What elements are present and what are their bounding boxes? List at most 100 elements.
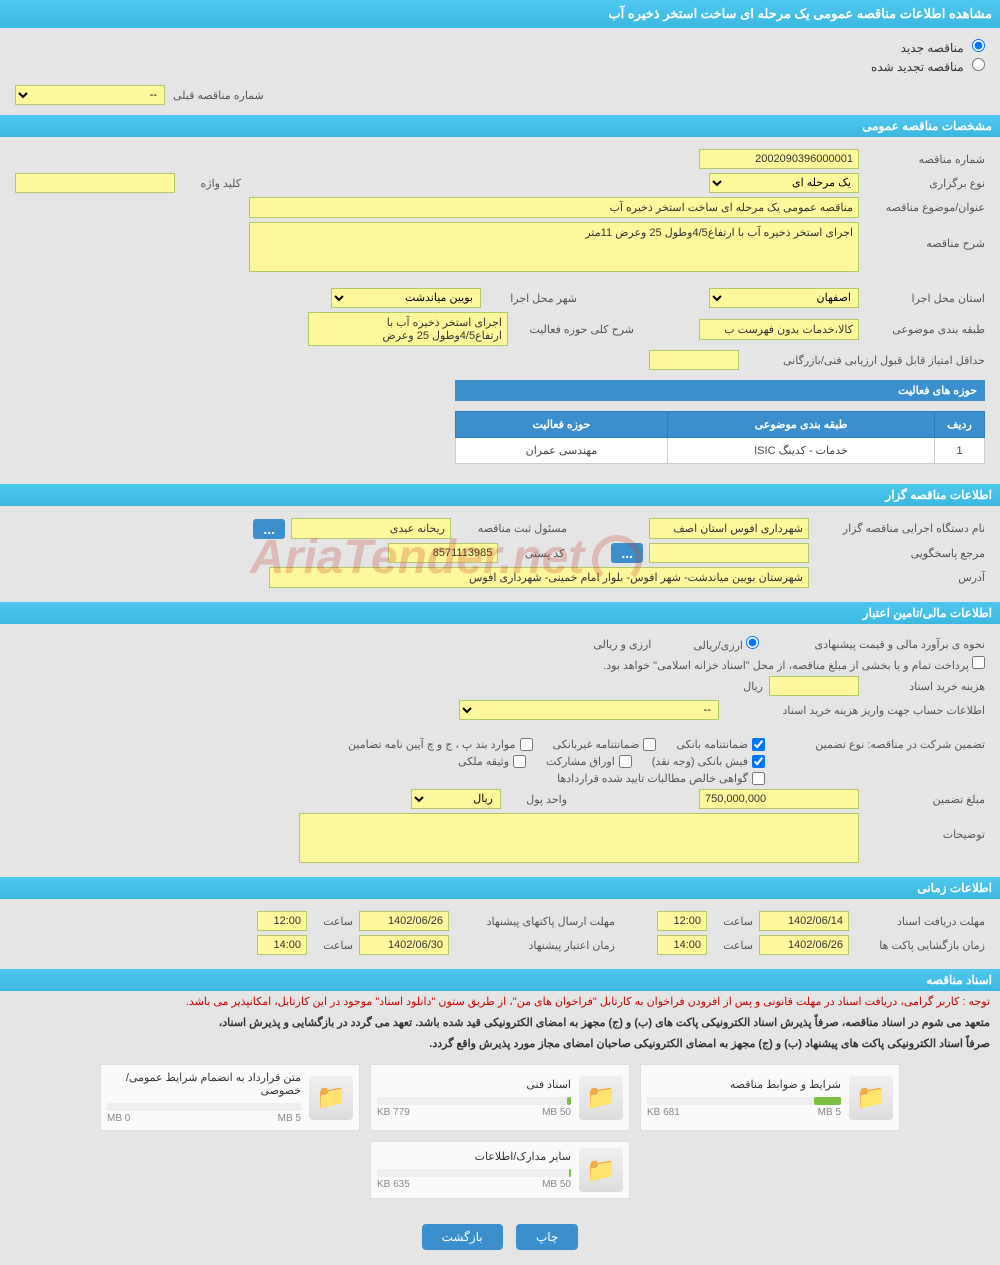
org-field: شهرداری افوس استان اصف (649, 518, 809, 539)
min-score-label: حداقل امتیاز قابل قبول ارزیابی فنی/بازرگ… (745, 354, 985, 367)
validity-time: 14:00 (257, 935, 307, 955)
page-title: مشاهده اطلاعات مناقصه عمومی یک مرحله ای … (0, 0, 1000, 28)
folder-icon: 📁 (579, 1076, 623, 1120)
chk-nonbank-guarantee[interactable]: ضمانتنامه غیربانکی (553, 738, 657, 751)
chk-bank-guarantee[interactable]: ضمانتنامه بانکی (676, 738, 765, 751)
responsible-label: مسئول ثبت مناقصه (457, 522, 567, 535)
open-time: 14:00 (657, 935, 707, 955)
open-date: 1402/06/26 (759, 935, 849, 955)
notes-field (299, 813, 859, 863)
fee-unit: ریال (743, 680, 763, 693)
chk-contracts[interactable]: گواهی خالص مطالبات تایید شده قراردادها (557, 772, 765, 785)
chk-property[interactable]: وثیقه ملکی (458, 755, 526, 768)
activity-desc-label: شرح کلی حوزه فعالیت (514, 323, 634, 336)
notes-label: توضیحات (865, 813, 985, 841)
section-organizer: اطلاعات مناقصه گزار (0, 484, 1000, 506)
validity-date: 1402/06/30 (359, 935, 449, 955)
subject-label: عنوان/موضوع مناقصه (865, 201, 985, 214)
subject-field: مناقصه عمومی یک مرحله ای ساخت استخر ذخیر… (249, 197, 859, 218)
submit-time: 12:00 (257, 911, 307, 931)
account-select[interactable]: -- (459, 700, 719, 720)
doc-max: 5 MB (278, 1113, 301, 1124)
type-select[interactable]: یک مرحله ای (709, 173, 859, 193)
documents-commitment1: متعهد می شوم در اسناد مناقصه، صرفاً پذیر… (0, 1012, 1000, 1033)
section-general: مشخصات مناقصه عمومی (0, 115, 1000, 137)
activity-table: ردیف طبقه بندی موضوعی حوزه فعالیت 1 خدما… (455, 411, 985, 464)
radio-renewed-tender[interactable]: مناقصه تجدید شده (15, 58, 985, 74)
prev-tender-select[interactable]: -- (15, 85, 165, 105)
type-label: نوع برگزاری (865, 177, 985, 190)
doc-used: 779 KB (377, 1107, 410, 1118)
city-label: شهر محل اجرا (487, 292, 577, 305)
postal-label: کد پستی (504, 547, 564, 560)
method-label: نحوه ی برآورد مالی و قیمت پیشنهادی (765, 638, 985, 651)
address-field: شهرستان بویین میاندشت- شهر افوس- بلوار ا… (269, 567, 809, 588)
chk-regulation-items[interactable]: موارد بند پ ، ج و چ آیین نامه تضامین (348, 738, 532, 751)
receive-label: مهلت دریافت اسناد (855, 915, 985, 928)
doc-title: متن قرارداد به انضمام شرایط عمومی/خصوصی (107, 1071, 301, 1097)
method-suffix: ارزی و ریالی (593, 638, 651, 651)
submit-label: مهلت ارسال پاکتهای پیشنهاد (455, 915, 615, 928)
doc-used: 681 KB (647, 1107, 680, 1118)
back-button[interactable]: بازگشت (422, 1224, 503, 1250)
keyword-label: کلید واژه (181, 177, 241, 190)
amount-field: 750,000,000 (699, 789, 859, 809)
unit-select[interactable]: ریال (411, 789, 501, 809)
folder-icon: 📁 (579, 1148, 623, 1192)
tender-no-label: شماره مناقصه (865, 153, 985, 166)
chk-bonds[interactable]: اوراق مشارکت (546, 755, 632, 768)
submit-date: 1402/06/26 (359, 911, 449, 931)
fee-field (769, 676, 859, 696)
open-label: زمان بازگشایی پاکت ها (855, 939, 985, 952)
table-row: 1 خدمات - کدینگ ISIC مهندسی عمران (456, 438, 985, 464)
address-label: آدرس (815, 571, 985, 584)
doc-max: 50 MB (542, 1107, 571, 1118)
province-label: استان محل اجرا (865, 292, 985, 305)
fee-label: هزینه خرید اسناد (865, 680, 985, 693)
section-timing: اطلاعات زمانی (0, 877, 1000, 899)
responsible-field: ریحانه عیدی (291, 518, 451, 539)
prev-tender-label: شماره مناقصه قبلی (173, 89, 264, 102)
folder-icon: 📁 (849, 1076, 893, 1120)
postal-field: 8571113985 (388, 543, 498, 563)
keyword-field[interactable] (15, 173, 175, 193)
activity-table-title: حوزه های فعالیت (455, 380, 985, 401)
receive-date: 1402/06/14 (759, 911, 849, 931)
amount-label: مبلغ تضمین (865, 793, 985, 806)
documents-commitment2: صرفاً اسناد الکترونیکی پاکت های پیشنهاد … (0, 1033, 1000, 1054)
city-select[interactable]: بویین میاندشت (331, 288, 481, 308)
ref-field (649, 543, 809, 563)
folder-icon: 📁 (309, 1076, 353, 1120)
province-select[interactable]: اصفهان (709, 288, 859, 308)
tender-no-field: 2002090396000001 (699, 149, 859, 169)
doc-card[interactable]: 📁 متن قرارداد به انضمام شرایط عمومی/خصوصی… (100, 1064, 360, 1131)
category-label: طبقه بندی موضوعی (865, 323, 985, 336)
payment-note-checkbox[interactable]: پرداخت تمام و یا بخشی از مبلغ مناقصه، از… (603, 656, 985, 672)
print-button[interactable]: چاپ (516, 1224, 578, 1250)
doc-card[interactable]: 📁 اسناد فنی 50 MB 779 KB (370, 1064, 630, 1131)
doc-used: 635 KB (377, 1179, 410, 1190)
min-score-field (649, 350, 739, 370)
ref-label: مرجع پاسخگویی (815, 547, 985, 560)
guarantee-type-label: تضمین شرکت در مناقصه: نوع تضمین (785, 738, 985, 751)
receive-time: 12:00 (657, 911, 707, 931)
responsible-lookup-button[interactable]: ... (253, 519, 285, 539)
doc-title: شرایط و ضوابط مناقصه (647, 1078, 841, 1091)
account-label: اطلاعات حساب جهت واریز هزینه خرید اسناد (725, 704, 985, 717)
doc-used: 0 MB (107, 1113, 130, 1124)
section-financial: اطلاعات مالی/تامین اعتبار (0, 602, 1000, 624)
desc-field: اجرای استخر ذخیره آب با ارتفاع4/5وطول 25… (249, 222, 859, 272)
method-radio[interactable]: ارزی/ریالی (693, 636, 759, 652)
doc-title: اسناد فنی (377, 1078, 571, 1091)
radio-new-tender[interactable]: مناقصه جدید (15, 39, 985, 55)
category-field: کالا،خدمات بدون فهرست ب (699, 319, 859, 340)
doc-card[interactable]: 📁سایر مدارک/اطلاعات50 MB635 KB (370, 1141, 630, 1199)
validity-label: زمان اعتبار پیشنهاد (455, 939, 615, 952)
ref-lookup-button[interactable]: ... (611, 543, 643, 563)
documents-notice: توجه : کاربر گرامی، دریافت اسناد در مهلت… (0, 991, 1000, 1012)
desc-label: شرح مناقصه (865, 222, 985, 250)
doc-card[interactable]: 📁شرایط و ضوابط مناقصه5 MB681 KB (640, 1064, 900, 1131)
activity-desc-field: اجرای استخر ذخیره آب با ارتفاع4/5وطول 25… (308, 312, 508, 346)
unit-label: واحد پول (507, 793, 567, 806)
chk-cash[interactable]: فیش بانکی (وجه نقد) (652, 755, 765, 768)
